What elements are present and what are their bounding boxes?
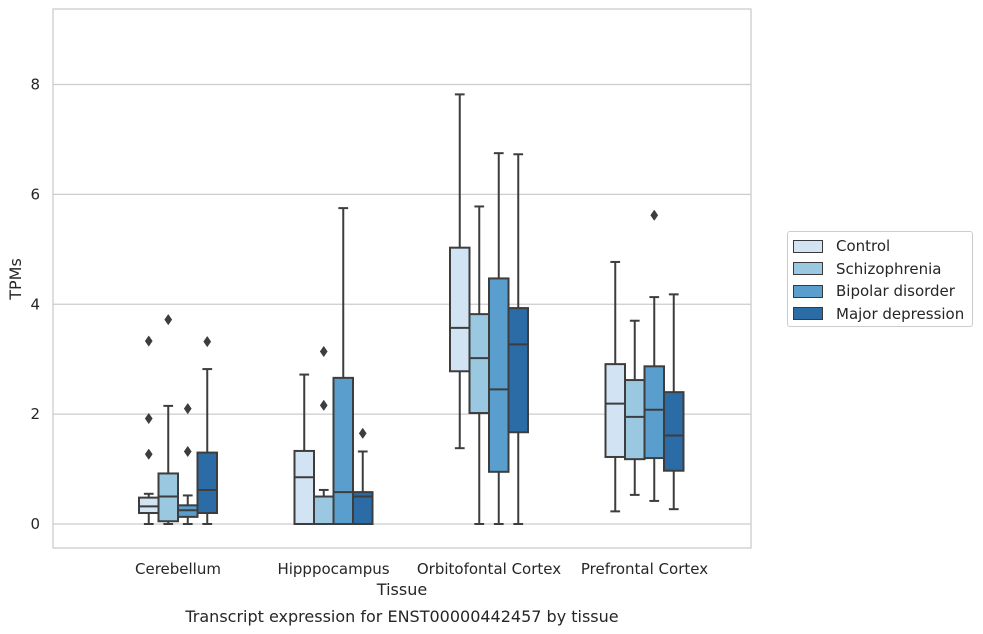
box-group [449, 93, 471, 450]
y-tick-label: 2 [30, 405, 40, 423]
legend-item[interactable]: Control [793, 235, 972, 258]
outlier-point [144, 335, 153, 347]
box-group [507, 153, 529, 525]
box-group [293, 373, 315, 526]
box [196, 451, 218, 515]
box-layer [138, 93, 685, 526]
box [624, 379, 646, 461]
box-group [468, 205, 490, 525]
legend-label: Bipolar disorder [836, 282, 955, 301]
x-tick-label: Hipppocampus [277, 560, 389, 578]
outlier-point [358, 427, 367, 439]
legend-swatch [793, 239, 823, 253]
box [313, 495, 335, 525]
plot-frame [52, 8, 752, 549]
box [604, 363, 626, 458]
box-group [352, 427, 374, 526]
legend: Control Schizophrenia Bipolar disorder Majo… [787, 231, 973, 327]
y-tick-label: 4 [30, 295, 40, 313]
box [138, 496, 160, 515]
outlier-point [319, 345, 328, 358]
box [663, 391, 685, 472]
legend-item[interactable]: Bipolar disorder [793, 280, 972, 303]
legend-item[interactable]: Major depression [793, 303, 972, 326]
y-tick-label: 8 [30, 76, 40, 94]
outlier-point [183, 402, 192, 415]
box-group [177, 402, 199, 525]
box-group [663, 293, 685, 511]
y-axis-label: TPMs [6, 258, 25, 301]
box [352, 491, 374, 526]
box [449, 246, 471, 373]
box-group [604, 260, 626, 513]
box [293, 449, 315, 526]
x-tick-labels: Cerebellum Hipppocampus Orbitofontal Corte… [135, 560, 708, 578]
legend-swatch [793, 262, 823, 276]
legend-label: Control [836, 237, 891, 256]
x-tick-label: Orbitofontal Cortex [417, 560, 561, 578]
box [488, 277, 510, 473]
y-tick-label: 6 [30, 185, 40, 203]
box-group [138, 335, 160, 525]
outlier-point [144, 412, 153, 425]
x-tick-label: Cerebellum [135, 560, 221, 578]
outlier-point [203, 335, 212, 348]
x-axis-label: Tissue [376, 580, 427, 599]
outlier-point [319, 399, 328, 411]
box-group [488, 152, 510, 525]
outlier-point [144, 448, 153, 460]
x-tick-label: Prefrontal Cortex [581, 560, 708, 578]
chart-caption: Transcript expression for ENST0000044245… [184, 607, 618, 626]
box-group [643, 209, 665, 502]
box-group [313, 345, 335, 525]
box [332, 376, 354, 525]
legend-item[interactable]: Schizophrenia [793, 258, 972, 281]
box-group [624, 319, 646, 496]
outlier-point [183, 445, 192, 458]
y-tick-label: 0 [30, 515, 40, 533]
outlier-point [164, 313, 173, 326]
legend-label: Schizophrenia [836, 259, 942, 278]
box [507, 307, 529, 434]
y-tick-labels: 0 2 4 6 8 [30, 76, 40, 534]
box [468, 313, 490, 415]
legend-label: Major depression [836, 304, 965, 323]
legend-swatch [793, 307, 823, 321]
outlier-point [650, 209, 659, 221]
box-group [332, 207, 354, 525]
box-group [157, 313, 179, 525]
legend-swatch [793, 284, 823, 298]
box [643, 365, 665, 460]
box-group [196, 335, 218, 525]
